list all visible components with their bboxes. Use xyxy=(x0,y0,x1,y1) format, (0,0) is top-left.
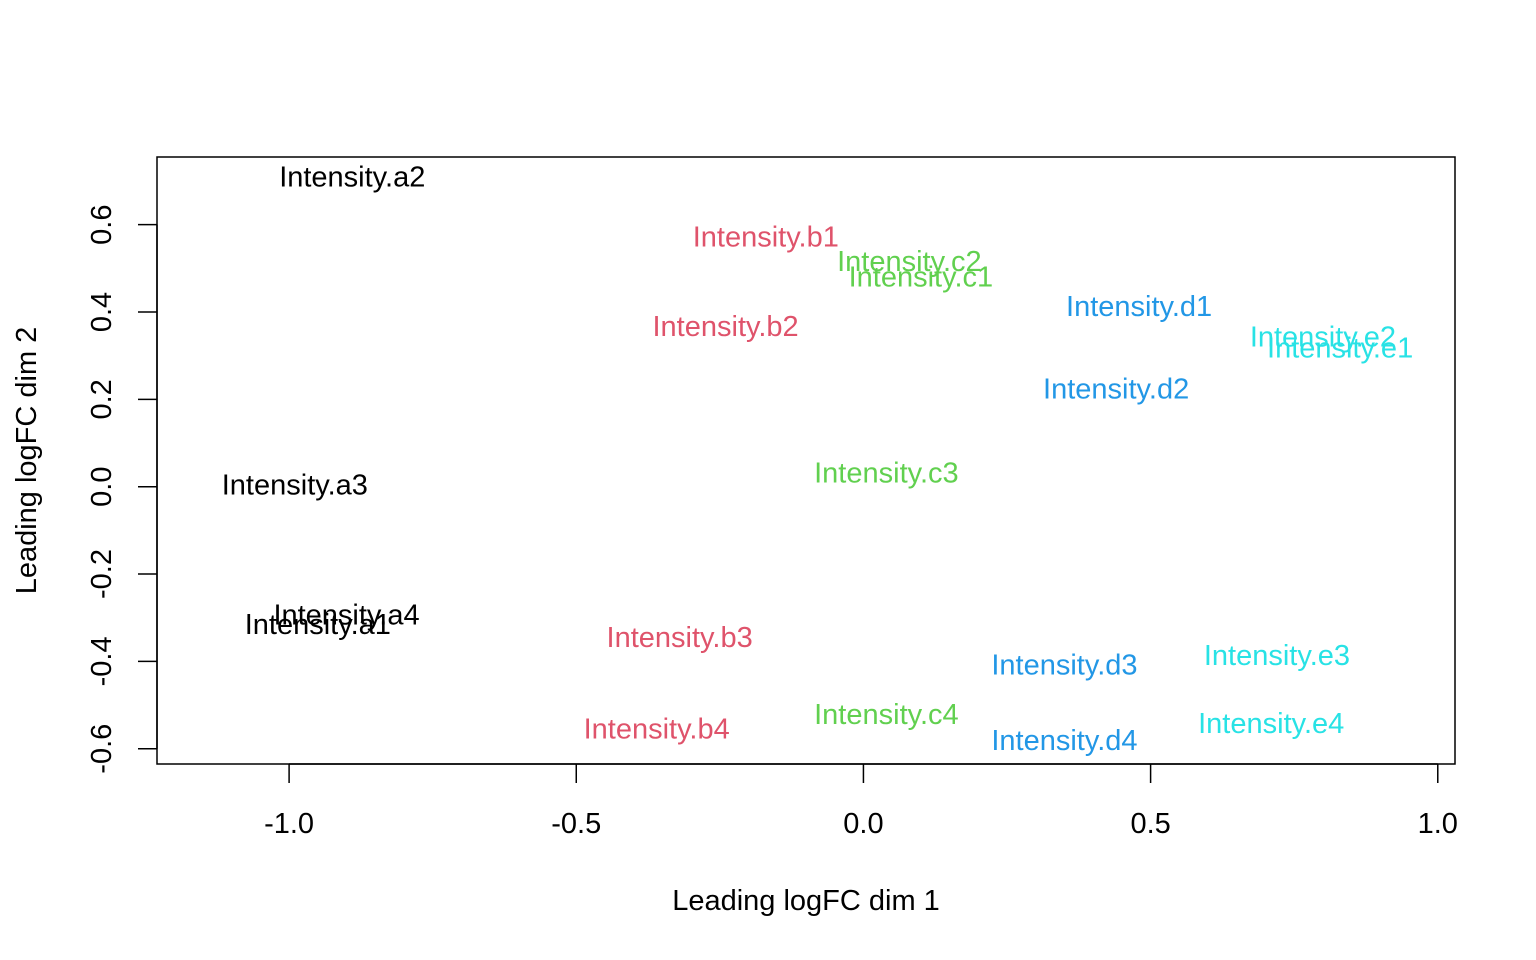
point-label-intensity-b3: Intensity.b3 xyxy=(607,622,753,654)
point-label-intensity-d4: Intensity.d4 xyxy=(991,725,1137,757)
point-label-intensity-a4: Intensity.a4 xyxy=(273,600,419,632)
y-tick-label: -0.6 xyxy=(86,724,118,774)
y-tick-label: 0.4 xyxy=(86,292,118,332)
point-label-intensity-d1: Intensity.d1 xyxy=(1066,291,1212,323)
y-tick-label: -0.2 xyxy=(86,549,118,599)
point-label-intensity-d2: Intensity.d2 xyxy=(1043,373,1189,405)
y-tick-label: 0.6 xyxy=(86,205,118,245)
point-label-intensity-a2: Intensity.a2 xyxy=(279,162,425,194)
y-tick-label: -0.4 xyxy=(86,636,118,686)
point-label-intensity-b4: Intensity.b4 xyxy=(584,714,730,746)
x-axis: -1.0 -0.5 0.0 0.5 1.0 xyxy=(264,763,1458,840)
point-label-intensity-c3: Intensity.c3 xyxy=(814,458,959,490)
x-tick-label: 0.0 xyxy=(843,808,883,840)
point-label-intensity-e2: Intensity.e2 xyxy=(1250,321,1396,353)
point-label-intensity-c1: Intensity.c1 xyxy=(849,262,994,294)
point-label-intensity-b2: Intensity.b2 xyxy=(653,311,799,343)
point-label-intensity-e1: Intensity.e1 xyxy=(1267,333,1413,365)
x-tick-label: 0.5 xyxy=(1130,808,1170,840)
x-axis-title: Leading logFC dim 1 xyxy=(672,885,940,917)
point-label-intensity-e3: Intensity.e3 xyxy=(1204,640,1350,672)
y-axis-title: Leading logFC dim 2 xyxy=(11,327,43,595)
y-tick-label: 0.0 xyxy=(86,467,118,507)
point-label-intensity-a1: Intensity.a1 xyxy=(245,609,391,641)
point-label-intensity-c2: Intensity.c2 xyxy=(837,246,982,278)
point-label-intensity-d3: Intensity.d3 xyxy=(991,650,1137,682)
point-labels: Intensity.a1 Intensity.a2 Intensity.a3 Inte… xyxy=(222,162,1413,757)
point-label-intensity-b1: Intensity.b1 xyxy=(693,221,839,253)
point-label-intensity-c4: Intensity.c4 xyxy=(814,699,959,731)
y-tick-label: 0.2 xyxy=(86,379,118,419)
x-tick-label: -0.5 xyxy=(551,808,601,840)
x-tick-label: 1.0 xyxy=(1418,808,1458,840)
point-label-intensity-a3: Intensity.a3 xyxy=(222,469,368,501)
x-tick-label: -1.0 xyxy=(264,808,314,840)
point-label-intensity-e4: Intensity.e4 xyxy=(1198,708,1344,740)
y-axis: -0.6 -0.4 -0.2 0.0 0.2 0.4 0.6 xyxy=(86,205,158,774)
